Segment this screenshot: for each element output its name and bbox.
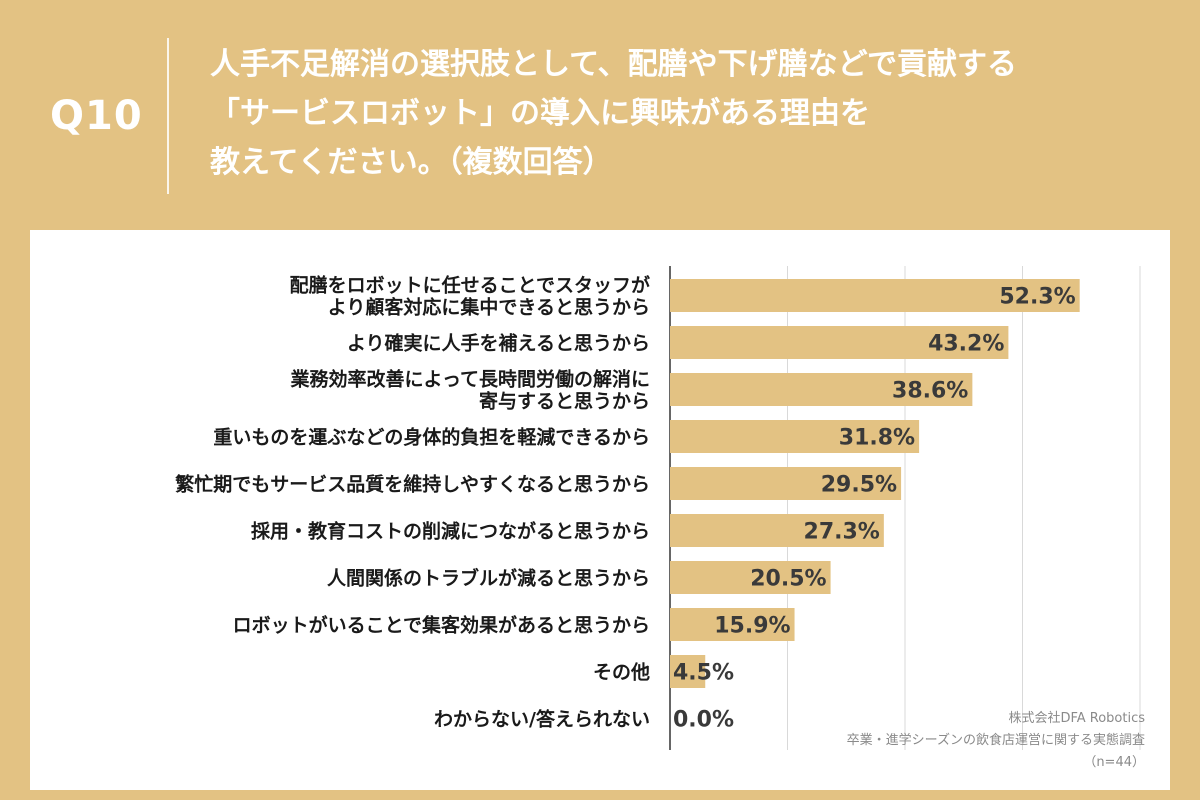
category-label: より確実に人手を補えると思うから — [347, 332, 650, 355]
logo-name: DFA — [94, 729, 154, 762]
bar — [670, 608, 795, 641]
data-label: 38.6% — [892, 379, 968, 404]
data-label: 20.5% — [750, 567, 826, 592]
logo-mark — [33, 722, 79, 764]
bar — [670, 514, 884, 547]
source-note: 株式会社DFA Robotics 卒業・進学シーズンの飲食店運営に関する実態調査… — [847, 708, 1145, 774]
bar — [670, 420, 920, 453]
category-label: 重いものを運ぶなどの身体的負担を軽減できるから — [213, 426, 650, 449]
bar — [670, 279, 1080, 312]
category-label: 採用・教育コストの削減につながると思うから — [251, 520, 650, 543]
data-label: 27.3% — [804, 520, 880, 545]
bar-chart: 52.3% 配膳をロボットに任せることでスタッフがより顧客対応に集中できると思うか… — [175, 266, 1141, 750]
category-label: 配膳をロボットに任せることでスタッフが — [290, 274, 650, 297]
question-line: 教えてください。（複数回答） — [210, 145, 613, 180]
data-label: 15.9% — [714, 614, 790, 639]
question-line: 人手不足解消の選択肢として、配膳や下げ膳などで貢献する — [210, 47, 1017, 82]
source-survey: 卒業・進学シーズンの飲食店運営に関する実態調査 — [846, 733, 1145, 748]
category-label: より顧客対応に集中できると思うから — [328, 296, 650, 319]
data-label: 52.3% — [999, 285, 1075, 310]
category-label: ロボットがいることで集客効果があると思うから — [233, 614, 650, 637]
bar — [670, 655, 706, 688]
header: Q10 人手不足解消の選択肢として、配膳や下げ膳などで貢献する 「サービスロボッ… — [0, 0, 1200, 230]
header-divider — [167, 38, 169, 194]
data-label: 29.5% — [821, 473, 897, 498]
category-label: その他 — [593, 661, 650, 684]
category-label: 人間関係のトラブルが減ると思うから — [327, 567, 650, 590]
category-label: 寄与すると思うから — [479, 390, 650, 413]
data-label: 0.0% — [673, 708, 734, 733]
category-label: 業務効率改善によって長時間労働の解消に — [290, 368, 650, 391]
question-text: 人手不足解消の選択肢として、配膳や下げ膳などで貢献する 「サービスロボット」の導… — [210, 40, 1170, 187]
dfa-logo: DFA Robotics — [33, 722, 162, 776]
source-company: 株式会社DFA Robotics — [1008, 711, 1145, 726]
logo-sub: Robotics — [98, 763, 162, 776]
data-label: 43.2% — [928, 332, 1004, 357]
bar — [670, 561, 831, 594]
question-line: 「サービスロボット」の導入に興味がある理由を — [210, 96, 870, 131]
bar — [670, 326, 1009, 359]
bar — [670, 467, 902, 500]
data-label: 4.5% — [673, 661, 734, 686]
chart-panel: 52.3% 配膳をロボットに任せることでスタッフが より顧客対応に集中できると思うか… — [30, 230, 1170, 790]
data-label: 31.8% — [839, 426, 915, 451]
bar — [670, 373, 973, 406]
category-label: わからない/答えられない — [434, 708, 650, 731]
category-label: 繁忙期でもサービス品質を維持しやすくなると思うから — [175, 473, 650, 496]
source-sample: （n=44） — [1083, 755, 1145, 770]
question-number: Q10 — [50, 93, 143, 139]
